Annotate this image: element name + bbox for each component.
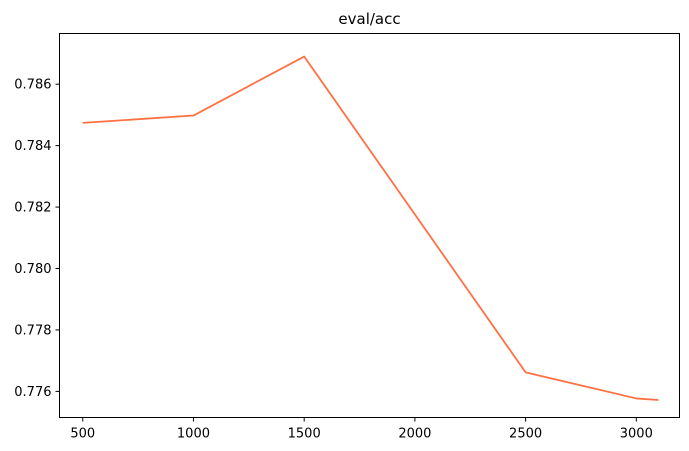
- y-axis: 0.776 0.778 0.780 0.782 0.784 0.786: [14, 78, 60, 400]
- x-tick-label: 2000: [398, 427, 431, 442]
- y-tick-label: 0.782: [14, 201, 51, 216]
- x-tick-label: 1000: [177, 427, 210, 442]
- y-tick-label: 0.776: [14, 385, 51, 400]
- x-axis: 500 1000 1500 2000 2500 3000: [70, 417, 653, 442]
- x-tick-label: 2500: [509, 427, 542, 442]
- series-layer: [82, 55, 659, 401]
- y-tick-label: 0.786: [14, 78, 51, 93]
- x-tick-label: 500: [70, 427, 95, 442]
- y-tick-label: 0.784: [14, 139, 51, 154]
- chart-title: eval/acc: [338, 10, 400, 28]
- y-tick-label: 0.778: [14, 323, 51, 338]
- y-tick-label: 0.780: [14, 262, 51, 277]
- series-line: [82, 55, 659, 401]
- x-tick-label: 1500: [288, 427, 321, 442]
- plot-frame: [59, 33, 680, 418]
- x-tick-label: 3000: [620, 427, 653, 442]
